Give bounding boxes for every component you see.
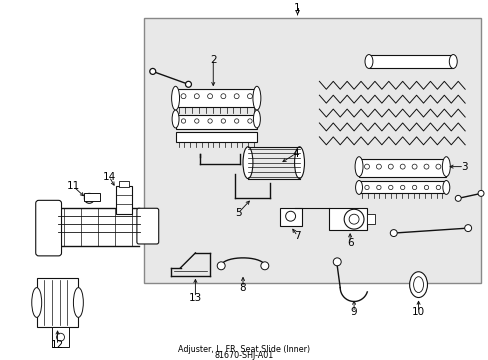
Circle shape xyxy=(221,94,225,99)
Text: Adjuster, L. FR. Seat Slide (Inner): Adjuster, L. FR. Seat Slide (Inner) xyxy=(178,345,309,354)
Circle shape xyxy=(477,190,483,196)
Text: 1: 1 xyxy=(294,3,300,13)
Bar xyxy=(175,89,256,107)
Circle shape xyxy=(234,119,238,123)
Circle shape xyxy=(387,164,392,169)
Circle shape xyxy=(247,94,252,99)
Text: 10: 10 xyxy=(411,307,424,318)
Circle shape xyxy=(194,94,199,99)
Text: 5: 5 xyxy=(234,208,241,218)
Circle shape xyxy=(344,209,363,229)
Bar xyxy=(358,159,446,176)
Text: 8: 8 xyxy=(239,283,246,293)
Circle shape xyxy=(207,119,212,123)
Bar xyxy=(328,208,366,230)
Bar xyxy=(52,327,69,347)
Circle shape xyxy=(194,119,199,123)
Circle shape xyxy=(84,193,94,203)
Circle shape xyxy=(388,185,392,190)
Circle shape xyxy=(234,94,239,99)
Bar xyxy=(116,186,132,214)
Circle shape xyxy=(217,262,224,270)
Text: 14: 14 xyxy=(102,171,116,181)
Circle shape xyxy=(376,164,381,169)
Text: 13: 13 xyxy=(188,293,202,302)
Circle shape xyxy=(181,94,185,99)
Ellipse shape xyxy=(171,86,179,110)
Ellipse shape xyxy=(243,147,252,179)
FancyBboxPatch shape xyxy=(137,208,159,244)
Ellipse shape xyxy=(355,180,362,194)
Circle shape xyxy=(364,185,368,190)
Circle shape xyxy=(389,230,396,237)
Ellipse shape xyxy=(409,272,427,297)
Circle shape xyxy=(181,119,185,123)
Ellipse shape xyxy=(442,157,449,176)
Bar xyxy=(175,115,256,129)
Bar xyxy=(84,193,100,201)
Bar xyxy=(119,181,129,188)
Text: 11: 11 xyxy=(67,181,80,192)
Ellipse shape xyxy=(294,147,304,179)
Ellipse shape xyxy=(364,55,372,68)
Ellipse shape xyxy=(172,110,179,128)
Circle shape xyxy=(149,68,155,75)
Ellipse shape xyxy=(32,288,41,318)
Bar xyxy=(143,18,480,283)
Circle shape xyxy=(454,195,460,201)
Ellipse shape xyxy=(73,288,83,318)
Circle shape xyxy=(285,211,295,221)
Ellipse shape xyxy=(448,55,456,68)
Bar xyxy=(366,214,374,224)
Circle shape xyxy=(435,185,440,190)
Bar xyxy=(368,55,452,68)
Bar xyxy=(358,181,446,193)
Circle shape xyxy=(399,164,405,169)
Circle shape xyxy=(376,185,380,190)
Ellipse shape xyxy=(413,277,423,293)
Circle shape xyxy=(348,214,358,224)
Ellipse shape xyxy=(354,157,362,176)
Circle shape xyxy=(411,164,416,169)
Text: 7: 7 xyxy=(294,231,300,241)
Circle shape xyxy=(333,258,341,266)
Bar xyxy=(279,208,301,226)
Ellipse shape xyxy=(253,110,260,128)
Circle shape xyxy=(57,333,64,341)
Circle shape xyxy=(247,119,252,123)
Text: 12: 12 xyxy=(51,340,64,350)
Bar xyxy=(175,132,256,142)
Text: 6: 6 xyxy=(346,238,353,248)
Circle shape xyxy=(411,185,416,190)
Circle shape xyxy=(185,81,191,87)
Text: 4: 4 xyxy=(292,149,298,159)
Circle shape xyxy=(424,185,428,190)
Circle shape xyxy=(435,164,440,169)
Circle shape xyxy=(364,164,369,169)
Ellipse shape xyxy=(442,180,449,194)
Text: 3: 3 xyxy=(460,162,467,172)
Text: 2: 2 xyxy=(209,54,216,64)
Bar xyxy=(37,278,78,327)
Circle shape xyxy=(221,119,225,123)
Circle shape xyxy=(400,185,404,190)
Circle shape xyxy=(464,225,470,231)
Text: 81670-SHJ-A01: 81670-SHJ-A01 xyxy=(214,351,273,360)
Circle shape xyxy=(207,94,212,99)
Circle shape xyxy=(260,262,268,270)
Circle shape xyxy=(423,164,428,169)
Text: 9: 9 xyxy=(350,307,357,318)
Ellipse shape xyxy=(252,86,260,110)
FancyBboxPatch shape xyxy=(36,200,61,256)
